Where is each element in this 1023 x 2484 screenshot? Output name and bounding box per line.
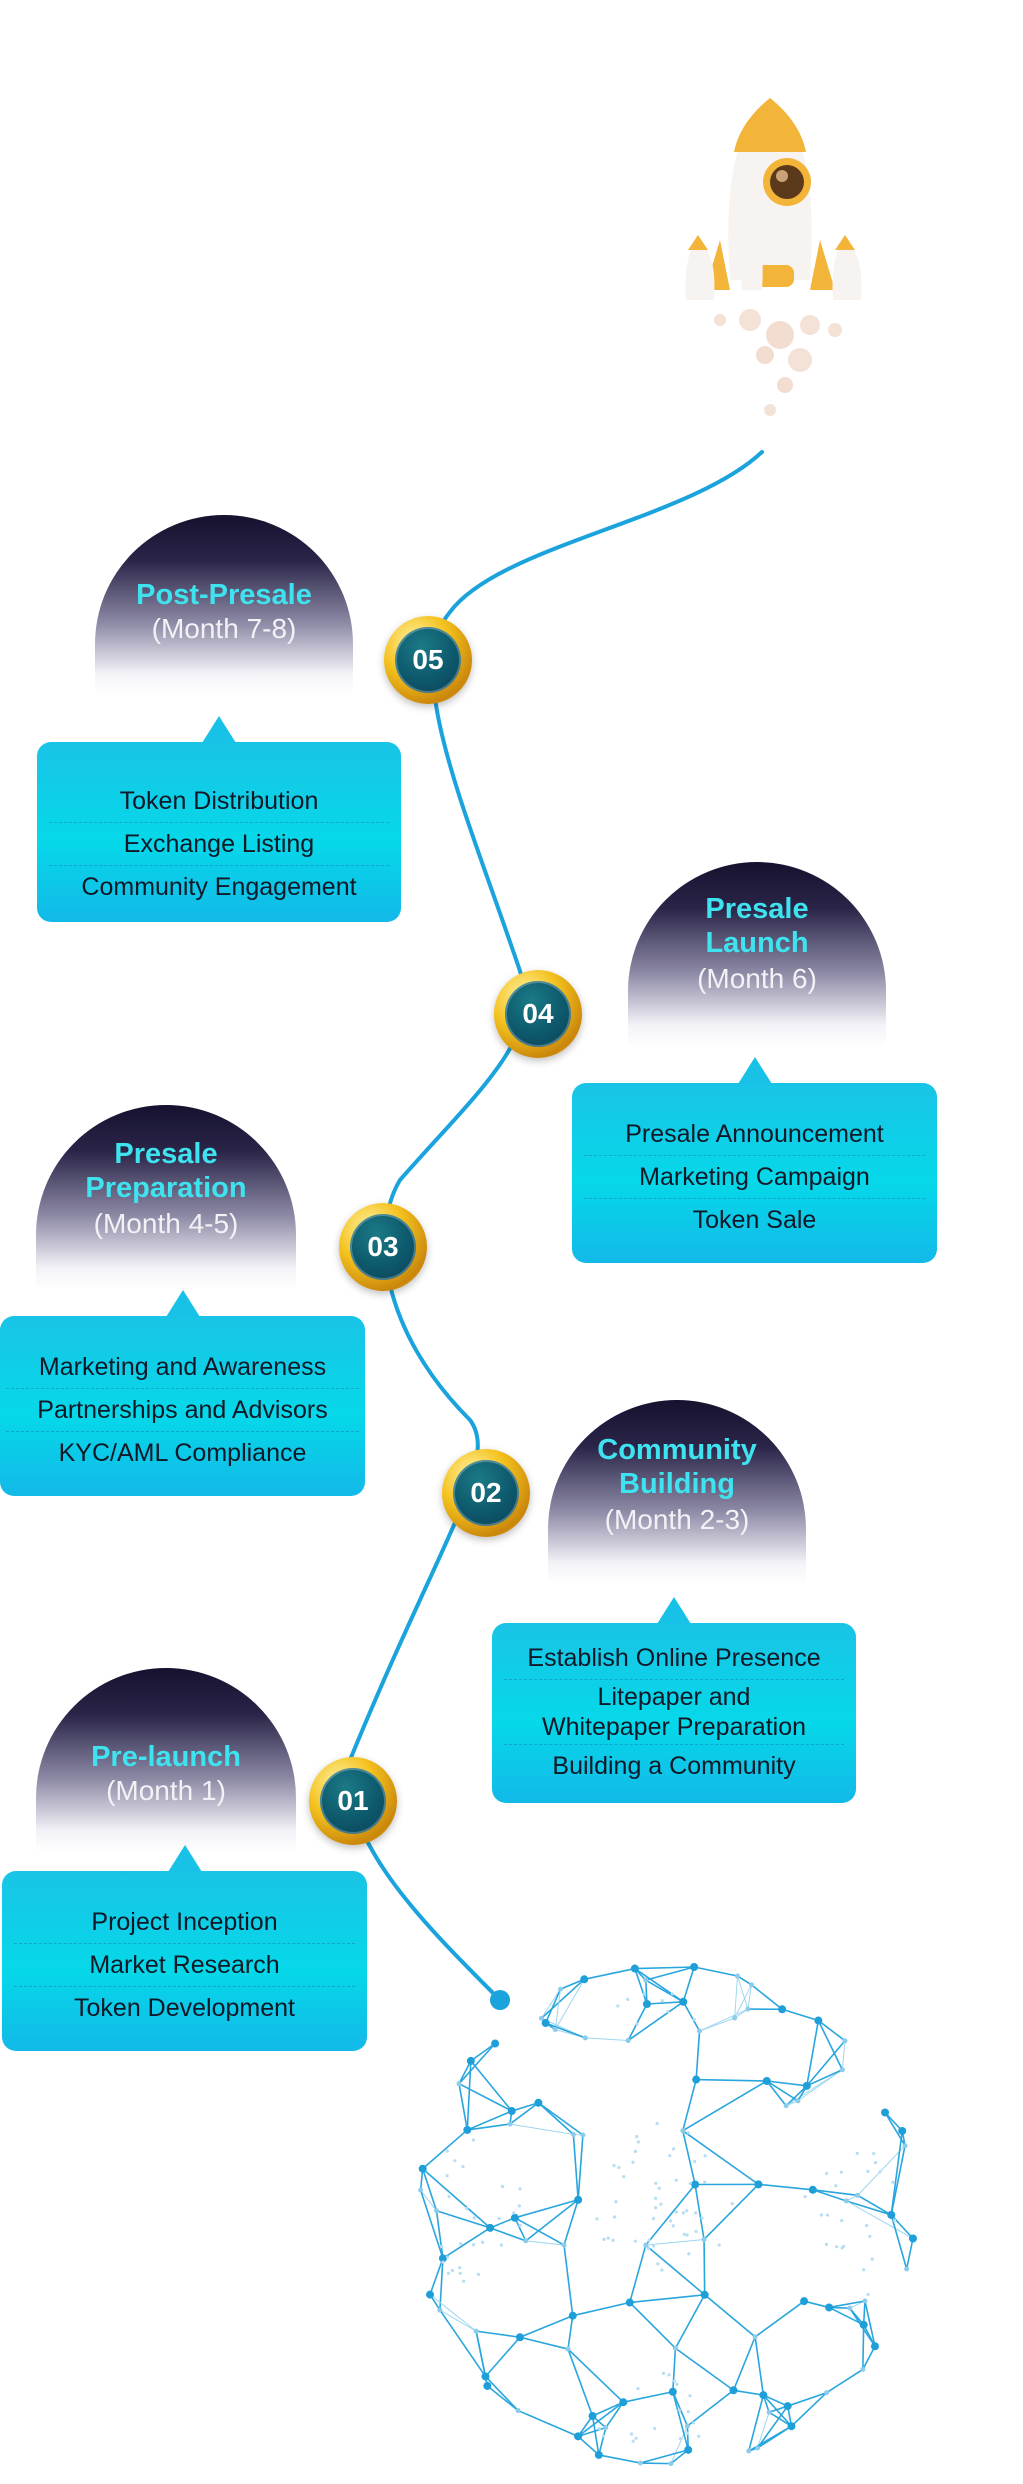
stage-4-header: Presale Launch (Month 6): [628, 862, 886, 1047]
stage-2-period: (Month 2-3): [604, 1504, 750, 1535]
stage-3-item: Partnerships and Advisors: [6, 1389, 359, 1432]
stage-4-card: Presale Announcement Marketing Campaign …: [572, 1057, 937, 1263]
stage-3-item: Marketing and Awareness: [6, 1346, 359, 1389]
globe-network-icon: [418, 1963, 917, 2467]
stage-5-title: Post-Presale: [136, 579, 312, 611]
stage-5-item: Token Distribution: [49, 780, 389, 823]
stage-2-title: Community Building: [597, 1434, 757, 1500]
stage-1-number: 01: [320, 1768, 386, 1834]
stage-5-badge: 05: [384, 616, 472, 704]
stage-4-item: Token Sale: [692, 1206, 817, 1234]
stage-1-item: Market Research: [14, 1944, 355, 1987]
stage-5-card: Token Distribution Exchange Listing Comm…: [37, 716, 401, 922]
stage-4-item: Marketing Campaign: [584, 1156, 925, 1199]
stage-5-item: Exchange Listing: [49, 823, 389, 866]
stage-3-title: Presale Preparation: [85, 1138, 247, 1204]
path-end-dot: [490, 1990, 510, 2010]
stage-5-item: Community Engagement: [81, 873, 357, 901]
stage-5-period: (Month 7-8): [151, 613, 297, 644]
stage-1-title: Pre-launch: [91, 1741, 241, 1773]
stage-2-number: 02: [453, 1460, 519, 1526]
stage-3-item: KYC/AML Compliance: [58, 1439, 307, 1467]
stage-4-period: (Month 6): [697, 963, 817, 994]
stage-1-item: Token Development: [74, 1994, 295, 2022]
rocket-icon: [685, 98, 862, 416]
stage-2-item: Establish Online Presence: [504, 1637, 844, 1680]
stage-3-card: Marketing and Awareness Partnerships and…: [0, 1290, 365, 1496]
stage-1-period: (Month 1): [106, 1775, 226, 1806]
stage-4-title: Presale Launch: [705, 893, 809, 959]
stage-5-number: 05: [395, 627, 461, 693]
stage-4-number: 04: [505, 981, 571, 1047]
stage-1-badge: 01: [309, 1757, 397, 1845]
stage-2-badge: 02: [442, 1449, 530, 1537]
stage-4-item: Presale Announcement: [584, 1113, 925, 1156]
stage-3-badge: 03: [339, 1203, 427, 1291]
stage-2-card: Establish Online Presence Litepaper and …: [492, 1597, 856, 1803]
stage-3-period: (Month 4-5): [93, 1208, 239, 1239]
stage-4-badge: 04: [494, 970, 582, 1058]
stage-2-item: Litepaper and Whitepaper Preparation: [504, 1680, 844, 1745]
stage-1-item: Project Inception: [14, 1901, 355, 1944]
stage-3-number: 03: [350, 1214, 416, 1280]
stage-1-card: Project Inception Market Research Token …: [2, 1845, 367, 2051]
stage-2-item: Building a Community: [552, 1752, 796, 1780]
